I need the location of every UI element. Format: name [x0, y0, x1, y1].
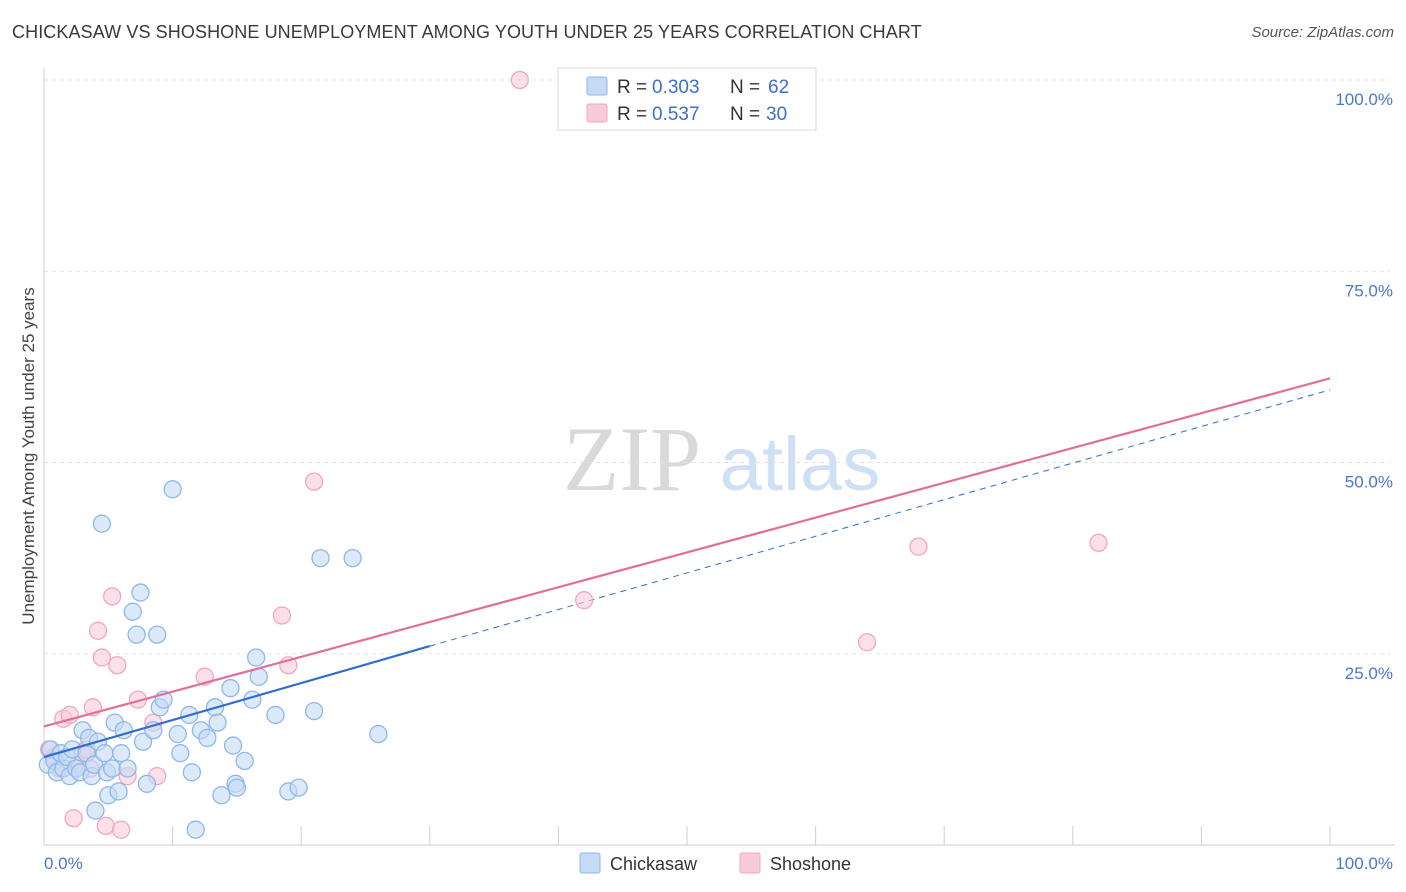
shoshone-r-label: R = — [617, 104, 647, 125]
shoshone-trend-line — [43, 377, 1331, 728]
chickasaw-point — [304, 701, 324, 721]
chickasaw-point — [247, 648, 266, 667]
chickasaw-point — [343, 548, 362, 568]
shoshone-point — [88, 621, 108, 640]
watermark: ZIP atlas — [563, 408, 880, 510]
y-axis-label: Unemployment Among Youth under 25 years — [19, 287, 38, 624]
x-tick-label-min: 0.0% — [44, 854, 83, 873]
watermark-zip: ZIP — [563, 408, 701, 510]
shoshone-point — [857, 633, 877, 652]
chickasaw-point — [208, 713, 227, 732]
shoshone-point — [1089, 533, 1108, 552]
chickasaw-point — [123, 602, 142, 621]
stats-legend: R = 0.303 N = 62 R = 0.537 N = 30 — [557, 67, 817, 131]
grid: 25.0% 50.0% 75.0% 100.0% — [44, 79, 1393, 683]
chickasaw-point — [289, 778, 308, 797]
legend-chickasaw-label: Chickasaw — [610, 854, 698, 874]
y-tick-label: 25.0% — [1345, 664, 1393, 683]
chickasaw-point — [221, 679, 240, 698]
chickasaw-n-label: N = — [730, 77, 760, 98]
chickasaw-point — [137, 774, 157, 793]
shoshone-point — [103, 587, 122, 606]
chickasaw-n-value: 62 — [768, 77, 789, 98]
chickasaw-point — [109, 782, 128, 801]
chickasaw-point — [198, 728, 217, 748]
series-legend: Chickasaw Shoshone — [579, 852, 851, 874]
chickasaw-point — [92, 514, 112, 533]
chickasaw-point — [163, 480, 182, 499]
chickasaw-point — [131, 583, 150, 602]
chart-title: CHICKASAW VS SHOSHONE UNEMPLOYMENT AMONG… — [12, 22, 922, 42]
shoshone-n-value: 30 — [766, 104, 787, 125]
x-tick-label-max: 100.0% — [1335, 854, 1393, 873]
shoshone-point — [96, 816, 115, 836]
chickasaw-point — [212, 786, 231, 805]
chickasaw-point — [148, 625, 167, 644]
chickasaw-point — [223, 736, 243, 755]
chickasaw-point — [186, 820, 205, 839]
y-tick-label: 75.0% — [1345, 281, 1393, 300]
shoshone-point — [909, 537, 928, 556]
y-tick-label: 50.0% — [1345, 473, 1393, 492]
shoshone-point — [64, 809, 83, 828]
axes: 0.0% 100.0% — [43, 68, 1395, 873]
shoshone-r-value: 0.537 — [652, 104, 700, 125]
chickasaw-point — [118, 759, 137, 778]
shoshone-swatch — [586, 103, 608, 123]
chickasaw-r-label: R = — [617, 77, 647, 98]
chickasaw-point — [171, 744, 190, 763]
chickasaw-point — [127, 625, 146, 644]
chickasaw-swatch — [586, 76, 608, 96]
shoshone-point — [574, 591, 594, 610]
shoshone-point — [510, 70, 529, 90]
chickasaw-point — [86, 801, 105, 820]
shoshone-point — [112, 820, 131, 839]
chickasaw-point — [266, 705, 285, 725]
chickasaw-point — [227, 778, 247, 797]
scatter-points — [38, 70, 1108, 839]
shoshone-point — [108, 656, 127, 675]
chickasaw-point — [95, 744, 114, 763]
chickasaw-point — [369, 724, 388, 744]
shoshone-point — [304, 472, 324, 491]
chickasaw-trend-line — [43, 645, 431, 759]
chickasaw-point — [133, 732, 153, 751]
chickasaw-point — [182, 763, 202, 782]
chickasaw-point — [311, 548, 330, 568]
watermark-atlas: atlas — [720, 422, 881, 507]
chart-source: Source: ZipAtlas.com — [1251, 24, 1394, 41]
chickasaw-point — [103, 759, 122, 778]
y-tick-label: 100.0% — [1335, 90, 1393, 109]
chickasaw-point — [168, 724, 187, 744]
chickasaw-r-value: 0.303 — [652, 77, 700, 98]
legend-chickasaw-swatch — [579, 852, 601, 874]
shoshone-n-label: N = — [730, 104, 760, 125]
chickasaw-point — [235, 751, 254, 770]
shoshone-point — [272, 606, 292, 625]
chickasaw-point — [112, 744, 131, 763]
shoshone-point — [92, 648, 112, 667]
legend-shoshone-swatch — [739, 852, 761, 874]
legend-shoshone-label: Shoshone — [770, 854, 851, 874]
